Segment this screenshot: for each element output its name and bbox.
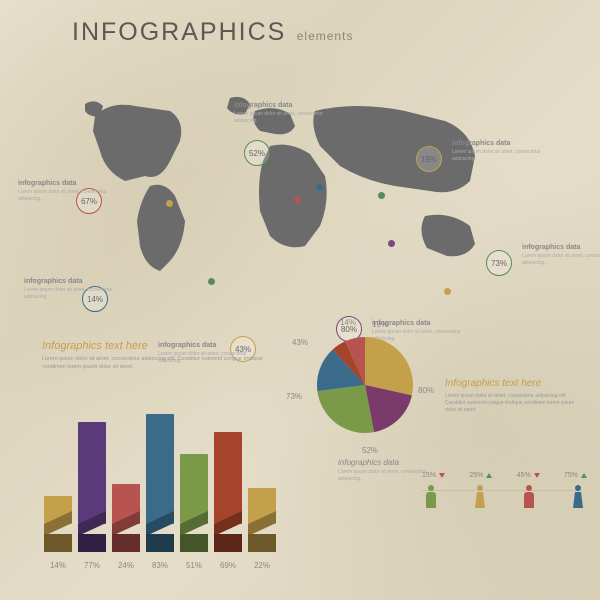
map-dot [208,278,215,285]
bar-label: 22% [248,561,276,570]
people-stat: 45% [517,472,540,479]
bar-label: 24% [112,561,140,570]
bar-label: 14% [44,561,72,570]
map-dot [316,184,323,191]
bar-label: 69% [214,561,242,570]
map-dot [166,200,173,207]
right-section-title: Infographics text here [445,378,585,389]
people-section: 15% 25% 45% 75% [422,472,587,517]
bar: 22% [248,488,276,524]
datapoint-circle: 19% [416,146,442,172]
people-stat: 25% [469,472,492,479]
bar-label: 77% [78,561,106,570]
datapoint-circle: 52% [244,140,270,166]
map-datapoint: 67% infographics data Lorem ipsum dolor … [76,188,102,214]
person-icon [520,485,538,517]
map-dot [388,240,395,247]
info-data-title: infographics data [338,458,438,467]
header-main: INFOGRAPHICS [72,18,286,46]
bar: 24% [112,484,140,524]
bar-label: 83% [146,561,174,570]
datapoint-label: infographics data Lorem ipsum dolor sit … [24,278,114,300]
datapoint-label: infographics data Lorem ipsum dolor sit … [522,244,600,266]
map-datapoint: 73% infographics data Lorem ipsum dolor … [486,250,512,276]
pie-slice [317,385,374,433]
bar: 83% [146,414,174,524]
datapoint-label: infographics data Lorem ipsum dolor sit … [18,180,108,202]
map-datapoint: 52% infographics data Lorem ipsum dolor … [244,140,270,166]
divider [422,490,582,491]
person-icon [422,485,440,517]
bar: 69% [214,432,242,524]
arrow-down-icon [534,473,540,478]
datapoint-label: infographics data Lorem ipsum dolor sit … [234,102,324,124]
bar: 14% [44,496,72,524]
people-stat: 15% [422,472,445,479]
pie-label: 52% [362,446,378,455]
bar: 77% [78,422,106,524]
arrow-down-icon [439,473,445,478]
arrow-up-icon [486,473,492,478]
pie-label: 43% [292,338,308,347]
bar-chart: 14% 77% 24% 83% 51% 69% 22% [44,392,302,572]
arrow-up-icon [581,473,587,478]
datapoint-circle: 73% [486,250,512,276]
bar-section: Infographics text here Lorem ipsum dolor… [42,340,302,371]
pie-label: 19% [372,320,388,329]
world-map-section: 67% infographics data Lorem ipsum dolor … [0,68,600,298]
pie-label: 73% [286,392,302,401]
bar-label: 51% [180,561,208,570]
datapoint-label: infographics data Lorem ipsum dolor sit … [452,140,542,162]
pie-label: 80% [418,386,434,395]
header-sub: elements [297,29,354,43]
map-datapoint: 19% infographics data Lorem ipsum dolor … [416,146,442,172]
person-icon [471,485,489,517]
header: INFOGRAPHICS elements [72,18,353,47]
bar: 51% [180,454,208,524]
map-dot [294,196,301,203]
map-dot [444,288,451,295]
bar-section-text: Lorem ipsum dolor sit amet, consectetur … [42,356,272,371]
right-section: Infographics text here Lorem ipsum dolor… [445,378,585,414]
people-stat: 75% [564,472,587,479]
bar-section-title: Infographics text here [42,340,302,352]
map-datapoint: 14% infographics data Lorem ipsum dolor … [82,286,108,312]
person-icon [569,485,587,517]
map-dot [378,192,385,199]
pie-chart: 80%52%73%43%14%19% [310,330,430,450]
right-section-text: Lorem ipsum dolor sit amet, consectetur … [445,393,585,414]
pie-label: 14% [340,318,356,327]
